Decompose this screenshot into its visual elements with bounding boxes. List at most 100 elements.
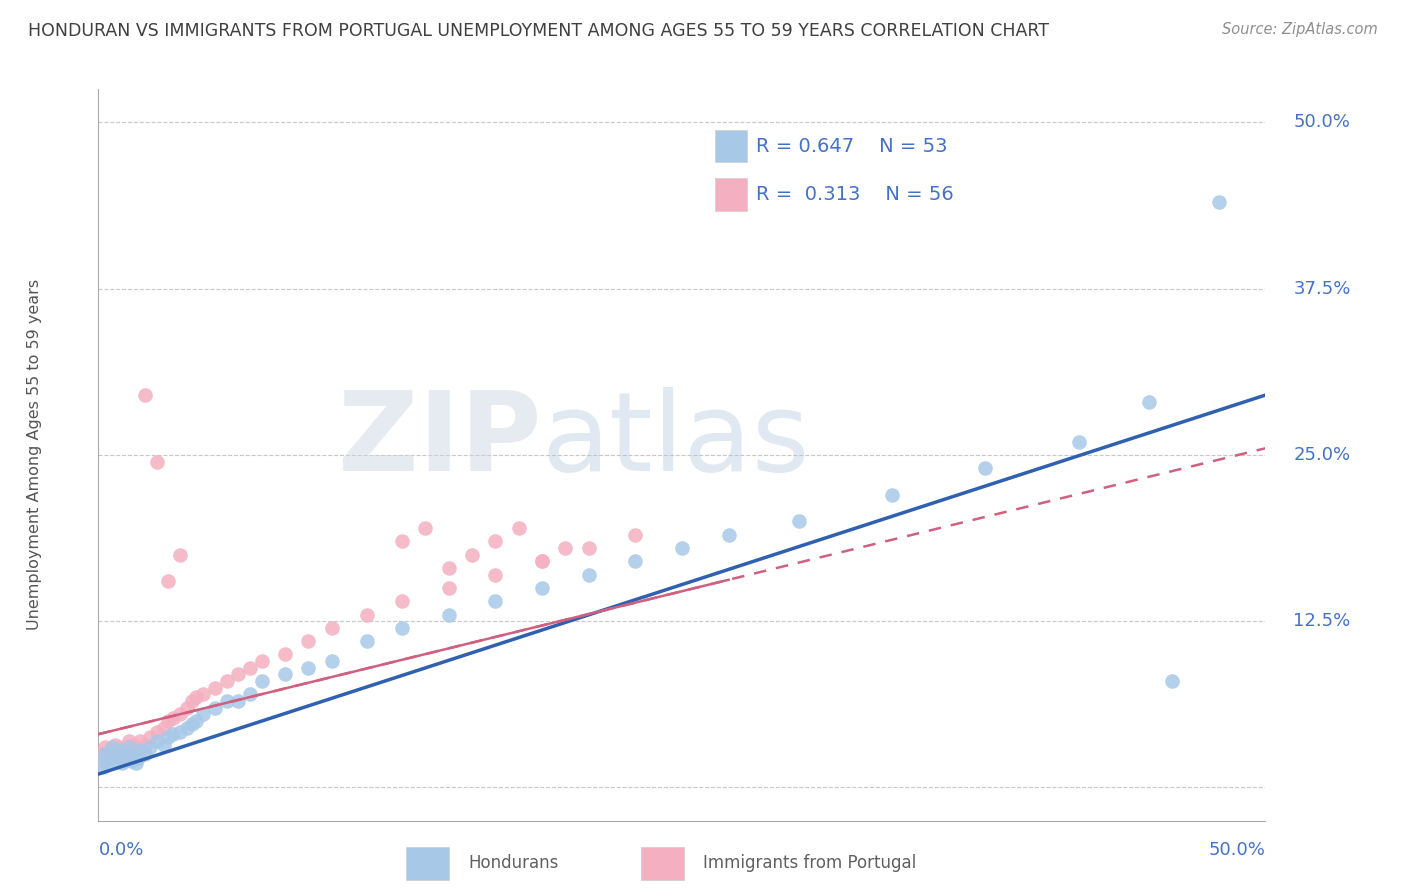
Point <box>176 700 198 714</box>
Point <box>180 716 202 731</box>
Point <box>90 747 112 761</box>
Point <box>127 751 149 765</box>
Point <box>413 521 436 535</box>
Text: Hondurans: Hondurans <box>468 854 558 872</box>
Point <box>118 740 141 755</box>
Point <box>321 654 343 668</box>
Point <box>152 738 174 752</box>
Text: 25.0%: 25.0% <box>1294 446 1351 464</box>
Point <box>157 574 180 589</box>
Point <box>101 747 124 761</box>
Point <box>94 747 117 761</box>
Point <box>169 548 191 562</box>
Point <box>139 740 162 755</box>
FancyBboxPatch shape <box>716 178 747 211</box>
Point <box>578 567 600 582</box>
Point <box>880 488 903 502</box>
Text: R = 0.647    N = 53: R = 0.647 N = 53 <box>756 136 948 155</box>
Point <box>204 681 226 695</box>
Text: 50.0%: 50.0% <box>1294 113 1350 131</box>
Point <box>193 687 215 701</box>
Point <box>578 541 600 555</box>
Point <box>91 754 114 768</box>
Point <box>321 621 343 635</box>
Text: Source: ZipAtlas.com: Source: ZipAtlas.com <box>1222 22 1378 37</box>
Point <box>125 756 148 771</box>
Point <box>134 738 156 752</box>
Point <box>508 521 530 535</box>
Text: Unemployment Among Ages 55 to 59 years: Unemployment Among Ages 55 to 59 years <box>27 279 42 631</box>
Point <box>176 721 198 735</box>
Point <box>204 700 226 714</box>
Text: 12.5%: 12.5% <box>1294 612 1351 630</box>
Point <box>120 754 142 768</box>
Point <box>134 388 156 402</box>
Point <box>98 743 121 757</box>
Point <box>94 740 117 755</box>
Point <box>101 740 124 755</box>
Point <box>108 743 131 757</box>
Point <box>437 607 460 622</box>
Point <box>122 747 145 761</box>
Point <box>461 548 484 562</box>
Point <box>118 734 141 748</box>
Point <box>108 740 131 755</box>
Point <box>239 687 262 701</box>
Point <box>146 724 169 739</box>
Point <box>169 724 191 739</box>
Point <box>671 541 693 555</box>
Point <box>97 751 120 765</box>
Point <box>193 707 215 722</box>
Point <box>129 734 152 748</box>
Text: 50.0%: 50.0% <box>1209 840 1265 859</box>
Point <box>297 634 319 648</box>
FancyBboxPatch shape <box>641 847 685 880</box>
Point <box>152 721 174 735</box>
Point <box>157 714 180 728</box>
Point <box>105 747 128 761</box>
Point <box>250 673 273 688</box>
Point <box>787 515 810 529</box>
Point <box>215 694 238 708</box>
Point <box>120 747 142 761</box>
Point <box>169 707 191 722</box>
Text: 37.5%: 37.5% <box>1294 280 1351 298</box>
Point <box>129 743 152 757</box>
Text: 0.0%: 0.0% <box>98 840 143 859</box>
Point <box>122 738 145 752</box>
Point <box>180 694 202 708</box>
Point <box>139 730 162 744</box>
Text: atlas: atlas <box>541 387 810 494</box>
Point <box>717 527 740 541</box>
Point <box>974 461 997 475</box>
Point <box>127 743 149 757</box>
Point <box>530 554 553 568</box>
Point <box>186 714 208 728</box>
Point <box>391 621 413 635</box>
Point <box>437 581 460 595</box>
Point <box>104 747 127 761</box>
Point <box>105 754 128 768</box>
Point <box>624 554 647 568</box>
Point <box>146 454 169 468</box>
Point <box>391 534 413 549</box>
Point <box>1208 195 1230 210</box>
Point <box>111 751 134 765</box>
Point <box>162 727 184 741</box>
Point <box>111 756 134 771</box>
FancyBboxPatch shape <box>406 847 450 880</box>
Point <box>91 760 114 774</box>
Point <box>115 740 138 755</box>
Point <box>274 648 297 662</box>
Point <box>250 654 273 668</box>
Point <box>297 661 319 675</box>
Point <box>98 751 121 765</box>
Point <box>104 738 127 752</box>
Point <box>1161 673 1184 688</box>
Point <box>112 743 135 757</box>
Point <box>228 667 250 681</box>
Point <box>90 754 112 768</box>
Point <box>624 527 647 541</box>
Point <box>437 561 460 575</box>
FancyBboxPatch shape <box>716 129 747 162</box>
